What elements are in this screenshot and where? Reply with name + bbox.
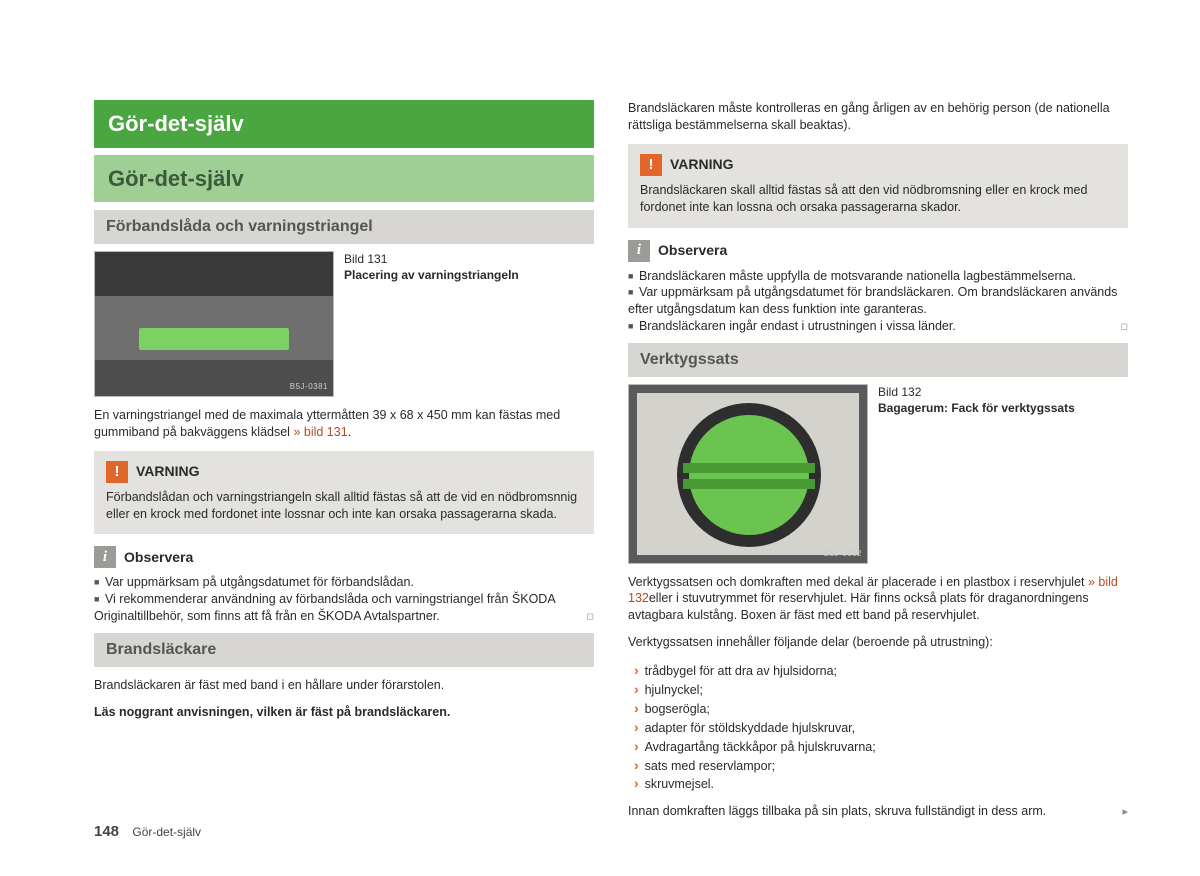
figure-131-text: Placering av varningstriangeln bbox=[344, 268, 519, 282]
figure-132-image: B5J-0382 bbox=[628, 384, 868, 564]
warning-2-head: ! VARNING bbox=[640, 154, 1116, 176]
observe-2-item: Var uppmärksam på utgångsdatumet för bra… bbox=[628, 284, 1128, 318]
warning-1-body: Förbandslådan och varningstriangeln skal… bbox=[106, 489, 582, 523]
subheading-brandslackare: Brandsläckare bbox=[94, 633, 594, 667]
chapter-heading: Gör-det-själv bbox=[94, 100, 594, 148]
warning-box-1: ! VARNING Förbandslådan och varningstria… bbox=[94, 451, 594, 535]
continue-mark: ▸ bbox=[1122, 805, 1128, 820]
para-extinguisher-check: Brandsläckaren måste kontrolleras en gån… bbox=[628, 100, 1128, 134]
observe-2-title: Observera bbox=[658, 241, 727, 260]
page-footer: 148 Gör-det-själv bbox=[94, 822, 201, 842]
toolkit-item: Avdragartång täckkåpor på hjulskruvarna; bbox=[634, 737, 1128, 756]
figure-132-tag: B5J-0382 bbox=[824, 549, 862, 560]
section-heading: Gör-det-själv bbox=[94, 155, 594, 203]
observe-2-item-text: Brandsläckaren ingår endast i utrustning… bbox=[639, 319, 956, 333]
observe-1-title: Observera bbox=[124, 548, 193, 567]
warning-2-body: Brandsläckaren skall alltid fästas så at… bbox=[640, 182, 1116, 216]
xref-bild-131: » bild 131 bbox=[293, 425, 347, 439]
info-icon: i bbox=[628, 240, 650, 262]
figure-131-image: B5J-0381 bbox=[94, 251, 334, 397]
para-jack-text: Innan domkraften läggs tillbaka på sin p… bbox=[628, 804, 1046, 818]
para-toolkit-text: Verktygssatsen och domkraften med dekal … bbox=[628, 575, 1088, 589]
toolkit-item: trådbygel för att dra av hjulsidorna; bbox=[634, 661, 1128, 680]
toolkit-item: sats med reservlampor; bbox=[634, 756, 1128, 775]
warning-box-2: ! VARNING Brandsläckaren skall alltid fä… bbox=[628, 144, 1128, 228]
para-triangle-end: . bbox=[348, 425, 351, 439]
warning-icon: ! bbox=[106, 461, 128, 483]
figure-131: B5J-0381 Bild 131 Placering av varningst… bbox=[94, 251, 594, 397]
observe-2-item: Brandsläckaren ingår endast i utrustning… bbox=[628, 318, 1128, 335]
toolkit-item: adapter för stöldskyddade hjulskruvar, bbox=[634, 718, 1128, 737]
figure-131-number: Bild 131 bbox=[344, 251, 594, 267]
toolkit-list: trådbygel för att dra av hjulsidorna; hj… bbox=[634, 661, 1128, 793]
observe-1-head: i Observera bbox=[94, 546, 594, 568]
para-extinguisher-2: Läs noggrant anvisningen, vilken är fäst… bbox=[94, 704, 594, 721]
warning-1-head: ! VARNING bbox=[106, 461, 582, 483]
figure-132-number: Bild 132 bbox=[878, 384, 1128, 400]
observe-2-head: i Observera bbox=[628, 240, 1128, 262]
warning-1-title: VARNING bbox=[136, 462, 200, 481]
para-triangle: En varningstriangel med de maximala ytte… bbox=[94, 407, 594, 441]
observe-1-item: Vi rekommenderar användning av förbandsl… bbox=[94, 591, 594, 625]
figure-131-caption: Bild 131 Placering av varningstriangeln bbox=[344, 251, 594, 283]
figure-132: B5J-0382 Bild 132 Bagagerum: Fack för ve… bbox=[628, 384, 1128, 564]
subheading-verktygssats: Verktygssats bbox=[628, 343, 1128, 377]
figure-132-text: Bagagerum: Fack för verktygssats bbox=[878, 401, 1075, 415]
observe-1-item: Var uppmärksam på utgångsdatumet för för… bbox=[94, 574, 594, 591]
para-toolkit-intro: Verktygssatsen innehåller följande delar… bbox=[628, 634, 1128, 651]
observe-2-list: Brandsläckaren måste uppfylla de motsvar… bbox=[628, 268, 1128, 336]
page-number: 148 bbox=[94, 823, 119, 840]
para-extinguisher-1: Brandsläckaren är fäst med band i en hål… bbox=[94, 677, 594, 694]
para-toolkit-loc: Verktygssatsen och domkraften med dekal … bbox=[628, 574, 1128, 625]
observe-1-item-text: Vi rekommenderar användning av förbandsl… bbox=[94, 592, 555, 623]
para-toolkit-end: eller i stuvutrymmet för reservhjulet. H… bbox=[628, 591, 1089, 622]
subheading-forband: Förbandslåda och varningstriangel bbox=[94, 210, 594, 244]
end-mark: ◻ bbox=[1121, 320, 1128, 332]
para-jack: Innan domkraften läggs tillbaka på sin p… bbox=[628, 803, 1128, 820]
footer-label: Gör-det-själv bbox=[132, 825, 201, 839]
toolkit-item: bogserögla; bbox=[634, 699, 1128, 718]
end-mark: ◻ bbox=[587, 610, 594, 622]
observe-1-list: Var uppmärksam på utgångsdatumet för för… bbox=[94, 574, 594, 625]
figure-132-caption: Bild 132 Bagagerum: Fack för verktygssat… bbox=[878, 384, 1128, 416]
info-icon: i bbox=[94, 546, 116, 568]
figure-131-tag: B5J-0381 bbox=[290, 382, 328, 393]
left-column: Gör-det-själv Gör-det-själv Förbandslåda… bbox=[94, 100, 594, 830]
right-column: Brandsläckaren måste kontrolleras en gån… bbox=[628, 100, 1128, 830]
observe-2-item: Brandsläckaren måste uppfylla de motsvar… bbox=[628, 268, 1128, 285]
toolkit-item: hjulnyckel; bbox=[634, 680, 1128, 699]
toolkit-item: skruvmejsel. bbox=[634, 774, 1128, 793]
warning-icon: ! bbox=[640, 154, 662, 176]
warning-2-title: VARNING bbox=[670, 155, 734, 174]
page: Gör-det-själv Gör-det-själv Förbandslåda… bbox=[0, 0, 1200, 830]
